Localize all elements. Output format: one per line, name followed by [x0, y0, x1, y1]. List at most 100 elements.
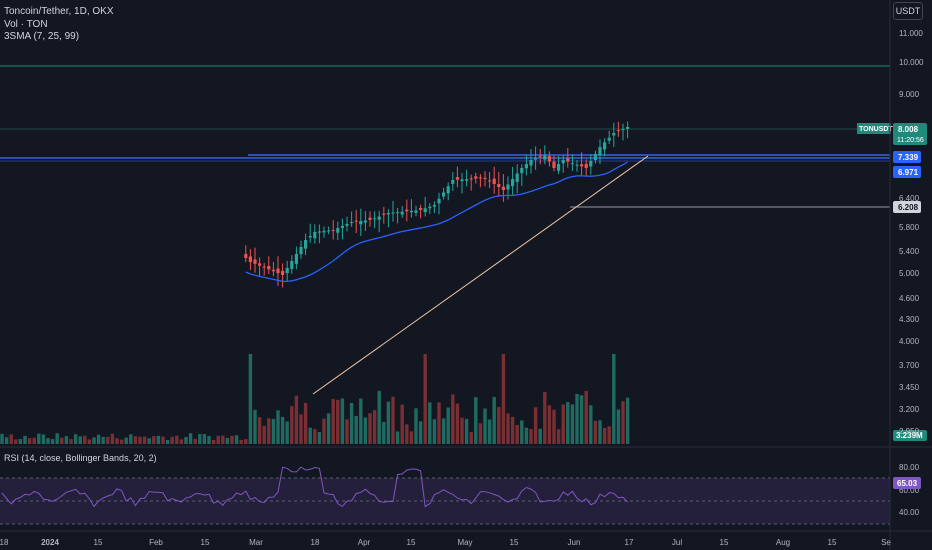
volume-bar [529, 429, 533, 444]
volume-bar [469, 431, 473, 444]
rsi-legend[interactable]: RSI (14, close, Bollinger Bands, 20, 2) [4, 453, 157, 463]
candle-body [626, 127, 630, 129]
candle-body [612, 133, 616, 136]
symbol-legend[interactable]: Toncoin/Tether, 1D, OKX [4, 6, 114, 17]
volume-bar [55, 433, 59, 444]
rsi-tick-label: 40.00 [899, 508, 920, 517]
volume-bar [331, 398, 335, 444]
volume-bar [354, 415, 358, 444]
volume-legend[interactable]: Vol · TON [4, 19, 48, 30]
volume-bar [73, 434, 78, 444]
volume-bar [78, 436, 82, 444]
volume-bar [538, 428, 542, 444]
level-2-tag-bg [893, 166, 921, 178]
candle-body [359, 221, 363, 225]
volume-tag: 3.239M [896, 431, 923, 440]
candle-body [570, 163, 574, 165]
last-price-tag-bg [893, 123, 927, 145]
candle-body [589, 161, 593, 167]
candle-body [593, 154, 597, 160]
last-symbol-tag: TONUSDT [859, 126, 893, 133]
volume-bar [391, 396, 395, 444]
volume-bar [478, 423, 483, 444]
time-tick-label: Jul [672, 538, 682, 547]
volume-bar [165, 439, 170, 444]
candle-body [543, 155, 547, 160]
volume-bar [400, 404, 404, 444]
candle-body [469, 178, 473, 180]
candle-body [446, 186, 450, 194]
time-tick-label: 15 [201, 538, 210, 547]
candle-body [331, 229, 335, 231]
volume-bar [188, 433, 193, 444]
price-tick-label: 2.950 [899, 427, 920, 436]
time-tick-label: 15 [407, 538, 416, 547]
candle-body [437, 198, 441, 204]
level-1-tag-bg [893, 151, 921, 163]
sma-legend[interactable]: 3SMA (7, 25, 99) [4, 31, 80, 42]
volume-bar [211, 439, 216, 444]
volume-bar [451, 394, 455, 444]
volume-bar [221, 435, 225, 444]
rsi-value-tag-bg [893, 477, 921, 489]
volume-bar [0, 433, 4, 444]
rsi-value-tag: 65.03 [897, 479, 918, 488]
volume-bar [487, 419, 492, 444]
candle-body [400, 211, 404, 215]
candle-body [317, 231, 321, 233]
price-tick-label: 10.000 [899, 58, 924, 67]
volume-bar [437, 402, 441, 444]
volume-bar [175, 435, 179, 444]
price-tick-label: 4.000 [899, 337, 920, 346]
volume-tag-bg [893, 430, 927, 441]
candle-body [460, 179, 464, 182]
candle-body [354, 220, 358, 222]
price-tick-label: 5.400 [899, 247, 920, 256]
candle-body [253, 259, 257, 264]
trendline [312, 155, 649, 395]
volume-bar [547, 405, 552, 444]
volume-bar [257, 417, 262, 444]
volume-bar [41, 434, 46, 444]
volume-bar [409, 431, 414, 444]
candle-body [534, 158, 538, 160]
candle-body [308, 236, 312, 238]
volume-bar [193, 438, 197, 444]
volume-bar [46, 438, 50, 444]
volume-bar [280, 416, 285, 444]
volume-bar [561, 404, 565, 444]
price-tick-label: 3.450 [899, 383, 920, 392]
volume-bar [446, 407, 450, 444]
volume-bar [460, 417, 464, 444]
time-tick-label: 17 [625, 538, 634, 547]
volume-bar [37, 433, 41, 444]
candle-body [267, 265, 271, 270]
volume-bar [326, 413, 331, 444]
sma-line [245, 161, 628, 283]
candle-body [294, 254, 298, 264]
price-tick-label: 6.400 [899, 194, 920, 203]
volume-bar [584, 390, 588, 444]
volume-bar [428, 402, 432, 444]
volume-bar [96, 434, 101, 444]
candle-body [363, 220, 367, 223]
volume-bar [414, 408, 418, 444]
volume-bar [386, 401, 391, 444]
candle-body [552, 161, 556, 168]
candle-body [276, 268, 280, 274]
volume-bar [524, 427, 529, 444]
volume-bar [267, 418, 271, 444]
candle-body [419, 207, 423, 210]
candle-body [373, 218, 377, 220]
volume-bar [110, 433, 115, 444]
volume-bar [423, 354, 427, 444]
volume-bar [349, 402, 354, 444]
volume-bar [303, 402, 308, 444]
rsi-pane: 80.00 60.00 40.00 65.03 [0, 446, 932, 525]
currency-button[interactable]: USDT [893, 2, 923, 20]
candle-body [547, 156, 551, 162]
time-tick-label: Se [881, 538, 891, 547]
volume-bar [317, 431, 322, 444]
